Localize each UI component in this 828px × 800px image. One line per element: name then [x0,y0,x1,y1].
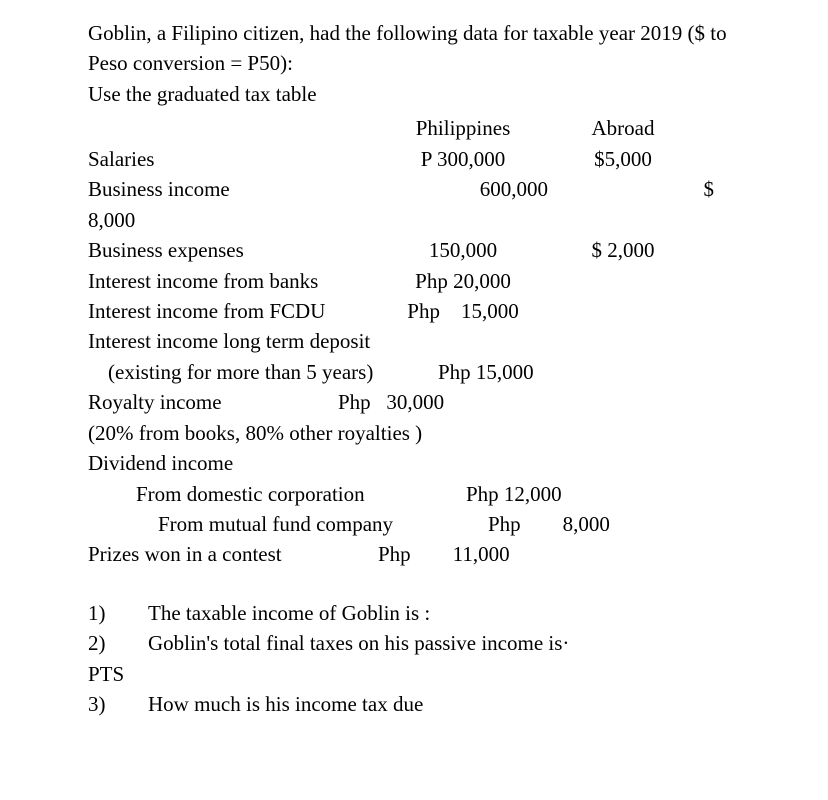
q2-number: 2) [88,628,148,658]
intro-block: Goblin, a Filipino citizen, had the foll… [88,18,768,109]
header-row: Philippines Abroad [88,113,768,143]
val-interest-banks-ph: Php 20,000 [378,266,548,296]
val-business-income-ab: $ [564,174,714,204]
label-dividend-mutual-fund: From mutual fund company [88,509,488,539]
val-royalty-ph: Php 30,000 [338,387,508,417]
val-business-income-ph: 600,000 [378,174,564,204]
question-1: 1) The taxable income of Goblin is : [88,598,768,628]
row-interest-long-term-sub: (existing for more than 5 years) Php 15,… [88,357,768,387]
q2-text: Goblin's total final taxes on his passiv… [148,628,768,658]
question-2: 2) Goblin's total final taxes on his pas… [88,628,768,658]
q1-number: 1) [88,598,148,628]
label-interest-long-term: Interest income long term deposit [88,326,768,356]
intro-line-2: Use the graduated tax table [88,79,768,109]
row-interest-banks: Interest income from banks Php 20,000 [88,266,768,296]
val-prizes-ph: Php 11,000 [378,539,548,569]
label-interest-long-term-sub: (existing for more than 5 years) [88,357,438,387]
row-interest-fcdu: Interest income from FCDU Php 15,000 [88,296,768,326]
data-table: Philippines Abroad Salaries P 300,000 $5… [88,113,768,570]
row-royalty-sub: (20% from books, 80% other royalties ) [88,418,768,448]
val-salaries-ab: $5,000 [548,144,698,174]
header-abroad: Abroad [548,113,698,143]
val-interest-long-term-ph: Php 15,000 [438,357,608,387]
row-salaries: Salaries P 300,000 $5,000 [88,144,768,174]
question-3: 3) How much is his income tax due [88,689,768,719]
label-royalty-sub: (20% from books, 80% other royalties ) [88,418,768,448]
label-salaries: Salaries [88,144,378,174]
pts-line: PTS [88,659,768,689]
row-interest-long-term-label: Interest income long term deposit [88,326,768,356]
row-dividend: Dividend income [88,448,768,478]
q3-text: How much is his income tax due [148,689,768,719]
val-business-expenses-ab: $ 2,000 [548,235,698,265]
label-dividend-domestic: From domestic corporation [88,479,466,509]
row-business-expenses: Business expenses 150,000 $ 2,000 [88,235,768,265]
questions-block: 1) The taxable income of Goblin is : 2) … [88,598,768,720]
document-page: Goblin, a Filipino citizen, had the foll… [0,0,828,720]
header-philippines: Philippines [378,113,548,143]
val-business-income-wrap: 8,000 [88,205,378,235]
label-dividend: Dividend income [88,448,378,478]
intro-line-1: Goblin, a Filipino citizen, had the foll… [88,18,768,79]
val-interest-fcdu-ph: Php 15,000 [378,296,548,326]
row-prizes: Prizes won in a contest Php 11,000 [88,539,768,569]
row-royalty: Royalty income Php 30,000 [88,387,768,417]
label-business-income: Business income [88,174,378,204]
row-business-income: Business income 600,000 $ [88,174,768,204]
val-dividend-domestic-ph: Php 12,000 [466,479,636,509]
label-business-expenses: Business expenses [88,235,378,265]
row-dividend-mutual-fund: From mutual fund company Php 8,000 [88,509,768,539]
label-royalty: Royalty income [88,387,338,417]
row-business-income-wrap: 8,000 [88,205,768,235]
label-interest-fcdu: Interest income from FCDU [88,296,378,326]
label-interest-banks: Interest income from banks [88,266,378,296]
label-prizes: Prizes won in a contest [88,539,378,569]
val-business-expenses-ph: 150,000 [378,235,548,265]
q3-number: 3) [88,689,148,719]
val-dividend-mutual-fund-ph: Php 8,000 [488,509,658,539]
pts-label: PTS [88,659,148,689]
q1-text: The taxable income of Goblin is : [148,598,768,628]
val-salaries-ph: P 300,000 [378,144,548,174]
row-dividend-domestic: From domestic corporation Php 12,000 [88,479,768,509]
